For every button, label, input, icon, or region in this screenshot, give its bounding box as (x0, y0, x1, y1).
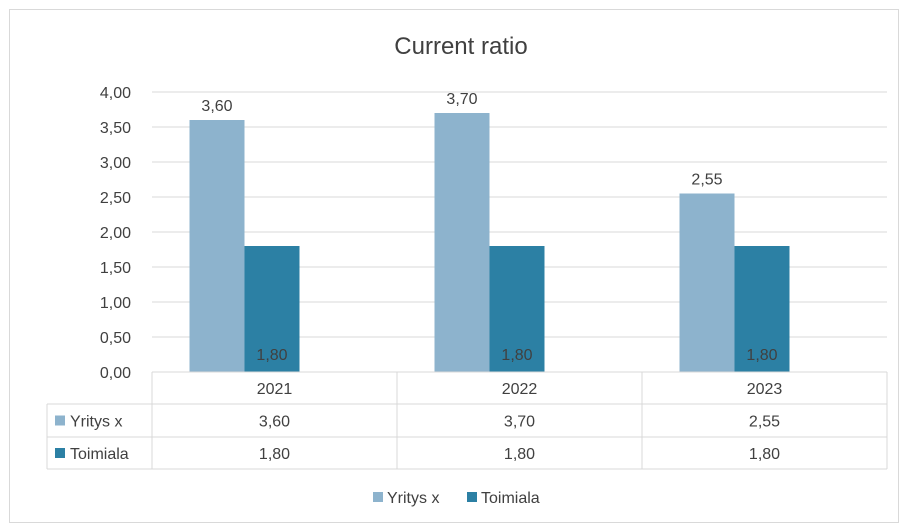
data-label: 3,60 (201, 98, 232, 115)
table-series-key (55, 448, 65, 458)
table-cell: 1,80 (504, 446, 535, 463)
y-tick-label: 2,00 (100, 225, 131, 242)
y-tick-label: 0,00 (100, 365, 131, 382)
bar (434, 113, 490, 372)
bar (734, 246, 790, 372)
table-cell: 1,80 (749, 446, 780, 463)
table-series-name: Toimiala (70, 446, 129, 463)
table-cell: 3,60 (259, 414, 290, 431)
y-tick-label: 1,00 (100, 295, 131, 312)
bar (244, 246, 300, 372)
y-tick-label: 3,00 (100, 155, 131, 172)
data-label: 3,70 (446, 91, 477, 108)
legend-swatch (373, 492, 383, 502)
y-tick-label: 3,50 (100, 120, 131, 137)
y-tick-label: 1,50 (100, 260, 131, 277)
bar (489, 246, 545, 372)
bar (189, 120, 245, 372)
table-series-name: Yritys x (70, 414, 122, 431)
y-axis-ticks: 0,00 0,50 1,00 1,50 2,00 2,50 3,00 3,50 4,00 (100, 85, 131, 382)
table-cell: 1,80 (259, 446, 290, 463)
data-table: 2021 2022 2023 Yritys x 3,60 3,70 2,55 Toimiala… (46, 371, 888, 470)
category-label: 2021 (257, 381, 293, 398)
data-label: 1,80 (746, 347, 777, 364)
table-cell: 2,55 (749, 414, 780, 431)
data-label: 2,55 (691, 172, 722, 189)
y-tick-label: 0,50 (100, 330, 131, 347)
bars: 3,60 1,80 3,70 1,80 2,55 1,80 (189, 91, 790, 372)
category-label: 2022 (502, 381, 538, 398)
table-series-key (55, 415, 65, 426)
legend: Yritys x Toimiala (373, 490, 540, 507)
chart-title: Current ratio (394, 33, 527, 60)
legend-swatch (467, 492, 477, 502)
legend-label: Toimiala (481, 490, 540, 507)
category-label: 2023 (747, 381, 783, 398)
data-label: 1,80 (256, 347, 287, 364)
bar (679, 193, 735, 372)
y-tick-label: 2,50 (100, 190, 131, 207)
y-tick-label: 4,00 (100, 85, 131, 102)
data-label: 1,80 (501, 347, 532, 364)
table-cell: 3,70 (504, 414, 535, 431)
legend-label: Yritys x (387, 490, 439, 507)
